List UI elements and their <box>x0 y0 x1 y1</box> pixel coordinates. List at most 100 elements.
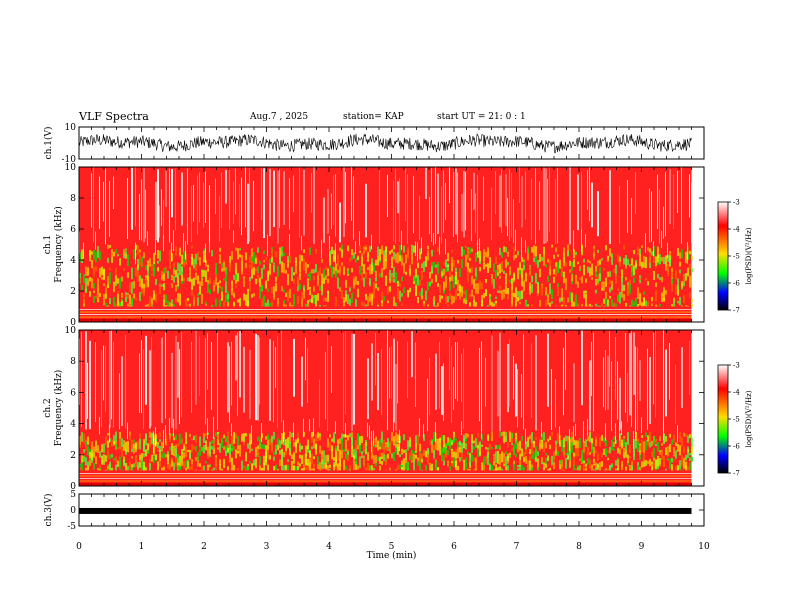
ch1-spectrogram-band-cell <box>365 293 367 300</box>
ch1-spectrogram-band-cell <box>691 256 693 260</box>
ch1-spectrogram-band-cell <box>81 284 83 292</box>
ch2-spectrogram-band-cell <box>275 464 277 471</box>
ch2-spectrogram-band-cell <box>469 468 471 471</box>
ch1-spectrogram-band-cell <box>175 270 177 278</box>
ch1-spectrogram-band-cell <box>513 246 515 254</box>
ch2-spectrogram-band-cell <box>91 441 93 451</box>
ch1-spectrogram-band-cell <box>335 296 337 307</box>
ch2-spectrogram-band-cell <box>315 444 317 455</box>
colorbar-label: log(PSD)(V²/Hz) <box>745 390 753 447</box>
ch1-spectrogram-band-cell <box>535 273 537 284</box>
ch1-spectrogram-band-cell <box>605 277 607 287</box>
ch1-spectrogram-band-cell <box>539 268 541 278</box>
ch2-spectrogram-band-cell <box>583 442 585 454</box>
ch1-spectrogram-band-cell <box>495 296 497 299</box>
ch1-spectrogram-band-cell <box>479 251 481 262</box>
ch1-spectrogram-band-cell <box>473 300 475 307</box>
ch1-spectrogram-band-cell <box>397 252 399 264</box>
ch1-spectrogram-band-cell <box>159 283 161 295</box>
ch1-spectrogram-band-cell <box>587 304 589 307</box>
ch1-spectrogram-streak <box>619 185 620 244</box>
ch1-spectrogram-streak <box>591 182 593 228</box>
ch2-spectrogram-band-cell <box>427 447 429 457</box>
ch1-spectrogram-band-cell <box>315 294 317 307</box>
ch1-spectrogram-streak <box>397 181 399 214</box>
ch2-spectrogram-band-cell <box>459 440 461 446</box>
ch2-spectrogram-streak <box>207 418 208 439</box>
ch2-spectrogram-streak <box>451 346 452 423</box>
ch1-spectrogram-streak <box>437 173 439 235</box>
ch2-spectrogram-band-cell <box>95 456 97 465</box>
ch2-spectrogram-band-cell <box>513 444 515 456</box>
ch1-spectrogram-band-cell <box>317 273 319 286</box>
ch2-spectrogram-band-cell <box>275 445 277 455</box>
ch1-spectrogram-band-cell <box>411 256 413 260</box>
ch2-spectrogram-band-cell <box>207 464 209 471</box>
ch2-spectrogram-band-cell <box>249 442 251 453</box>
ch1-spectrogram-band-cell <box>163 299 165 307</box>
ch2-spectrogram-band-cell <box>641 440 643 452</box>
ch2-spectrogram-band-cell <box>507 465 509 471</box>
ch2-spectrogram-band-cell <box>681 437 683 447</box>
ch1-spectrogram-band-cell <box>97 246 99 258</box>
ch1-spectrogram-band-cell <box>255 255 257 260</box>
ch2-spectrogram-band-cell <box>161 467 163 471</box>
ch2-spectrogram-band-cell <box>407 440 409 451</box>
ch2-spectrogram-streak <box>479 347 480 422</box>
ch1-spectrogram-band-cell <box>319 285 321 291</box>
ch1-spectrogram-band-cell <box>435 264 437 268</box>
ch1-spectrogram-band-cell <box>183 251 185 263</box>
ch2-spectrogram-band-cell <box>421 458 423 463</box>
ch1-spectrogram-band-cell <box>577 303 579 307</box>
ch2-spectrogram-band-cell <box>651 461 653 465</box>
ch1-spectrogram-band-cell <box>177 275 179 287</box>
ch2-spectrogram-band-cell <box>523 457 525 463</box>
ch2-spectrogram-band-cell <box>297 437 299 444</box>
ch1-spectrogram-streak <box>395 168 396 244</box>
ch2-spectrogram-streak <box>139 353 140 414</box>
ch2-spectrogram-band-cell <box>99 468 101 471</box>
ch2-spectrogram-band-cell <box>317 456 319 465</box>
ch1-spectrogram-band-cell <box>525 272 527 282</box>
ch1-spectrogram-band-cell <box>471 289 473 297</box>
ch2-spectrogram-band-cell <box>85 440 87 447</box>
ch1-spectrogram-band-cell <box>235 285 237 288</box>
ch1-spectrogram-band-cell <box>173 269 175 275</box>
ch2-spectrogram-streak <box>635 419 636 440</box>
ch2-spectrogram-band-cell <box>213 445 215 454</box>
ch1-spectrogram-band-cell <box>449 277 451 282</box>
ch2-spectrogram-band-cell <box>427 454 429 465</box>
ch2-spectrogram-streak <box>461 353 462 403</box>
ch2-spectrogram-streak <box>655 330 656 418</box>
ch1-spectrogram-band-cell <box>391 274 393 282</box>
ch1-spectrogram-band-cell <box>673 300 675 307</box>
ch1-spectrogram-band-cell <box>273 265 275 273</box>
ch1-spectrogram-band-cell <box>107 284 109 288</box>
ch1-spectrogram-band-cell <box>245 262 247 269</box>
ch2-spectrogram-band-cell <box>361 455 363 459</box>
ch1-spectrogram-band-cell <box>257 274 259 283</box>
ch2-spectrogram-band-cell <box>449 437 451 450</box>
ch1-spectrogram-band-cell <box>99 293 101 297</box>
ch1-spectrogram-band-cell <box>431 266 433 274</box>
ch1-spectrogram-band-cell <box>153 268 155 277</box>
ch2-spectrogram-band-cell <box>617 447 619 454</box>
ch2-spectrogram-band-cell <box>517 440 519 446</box>
ch1-spectrogram-band-cell <box>197 275 199 284</box>
ch2-spectrogram-band-cell <box>485 446 487 450</box>
ch1-spectrogram-band-cell <box>417 275 419 286</box>
ch2-spectrogram-band-cell <box>91 450 93 460</box>
ch1-spectrogram-streak <box>267 234 268 257</box>
ch2-spectrogram-streak <box>423 424 424 439</box>
ch2-spectrogram-band-cell <box>369 465 371 471</box>
ch1-spectrogram-band-cell <box>287 273 289 286</box>
ch1-spectrogram-band-cell <box>463 249 465 256</box>
ch2-spectrogram-band-cell <box>467 451 469 455</box>
ch2-spectrogram-band-cell <box>395 432 397 443</box>
ch1-spectrogram-band-cell <box>125 251 127 255</box>
ch2-spectrogram-streak <box>243 346 245 413</box>
ch1-spectrogram-band-cell <box>233 275 235 280</box>
ch2-spectrogram-band-cell <box>409 452 411 457</box>
ch2-spectrogram-streak <box>551 369 552 430</box>
ch2-spectrogram-streak <box>517 369 518 428</box>
